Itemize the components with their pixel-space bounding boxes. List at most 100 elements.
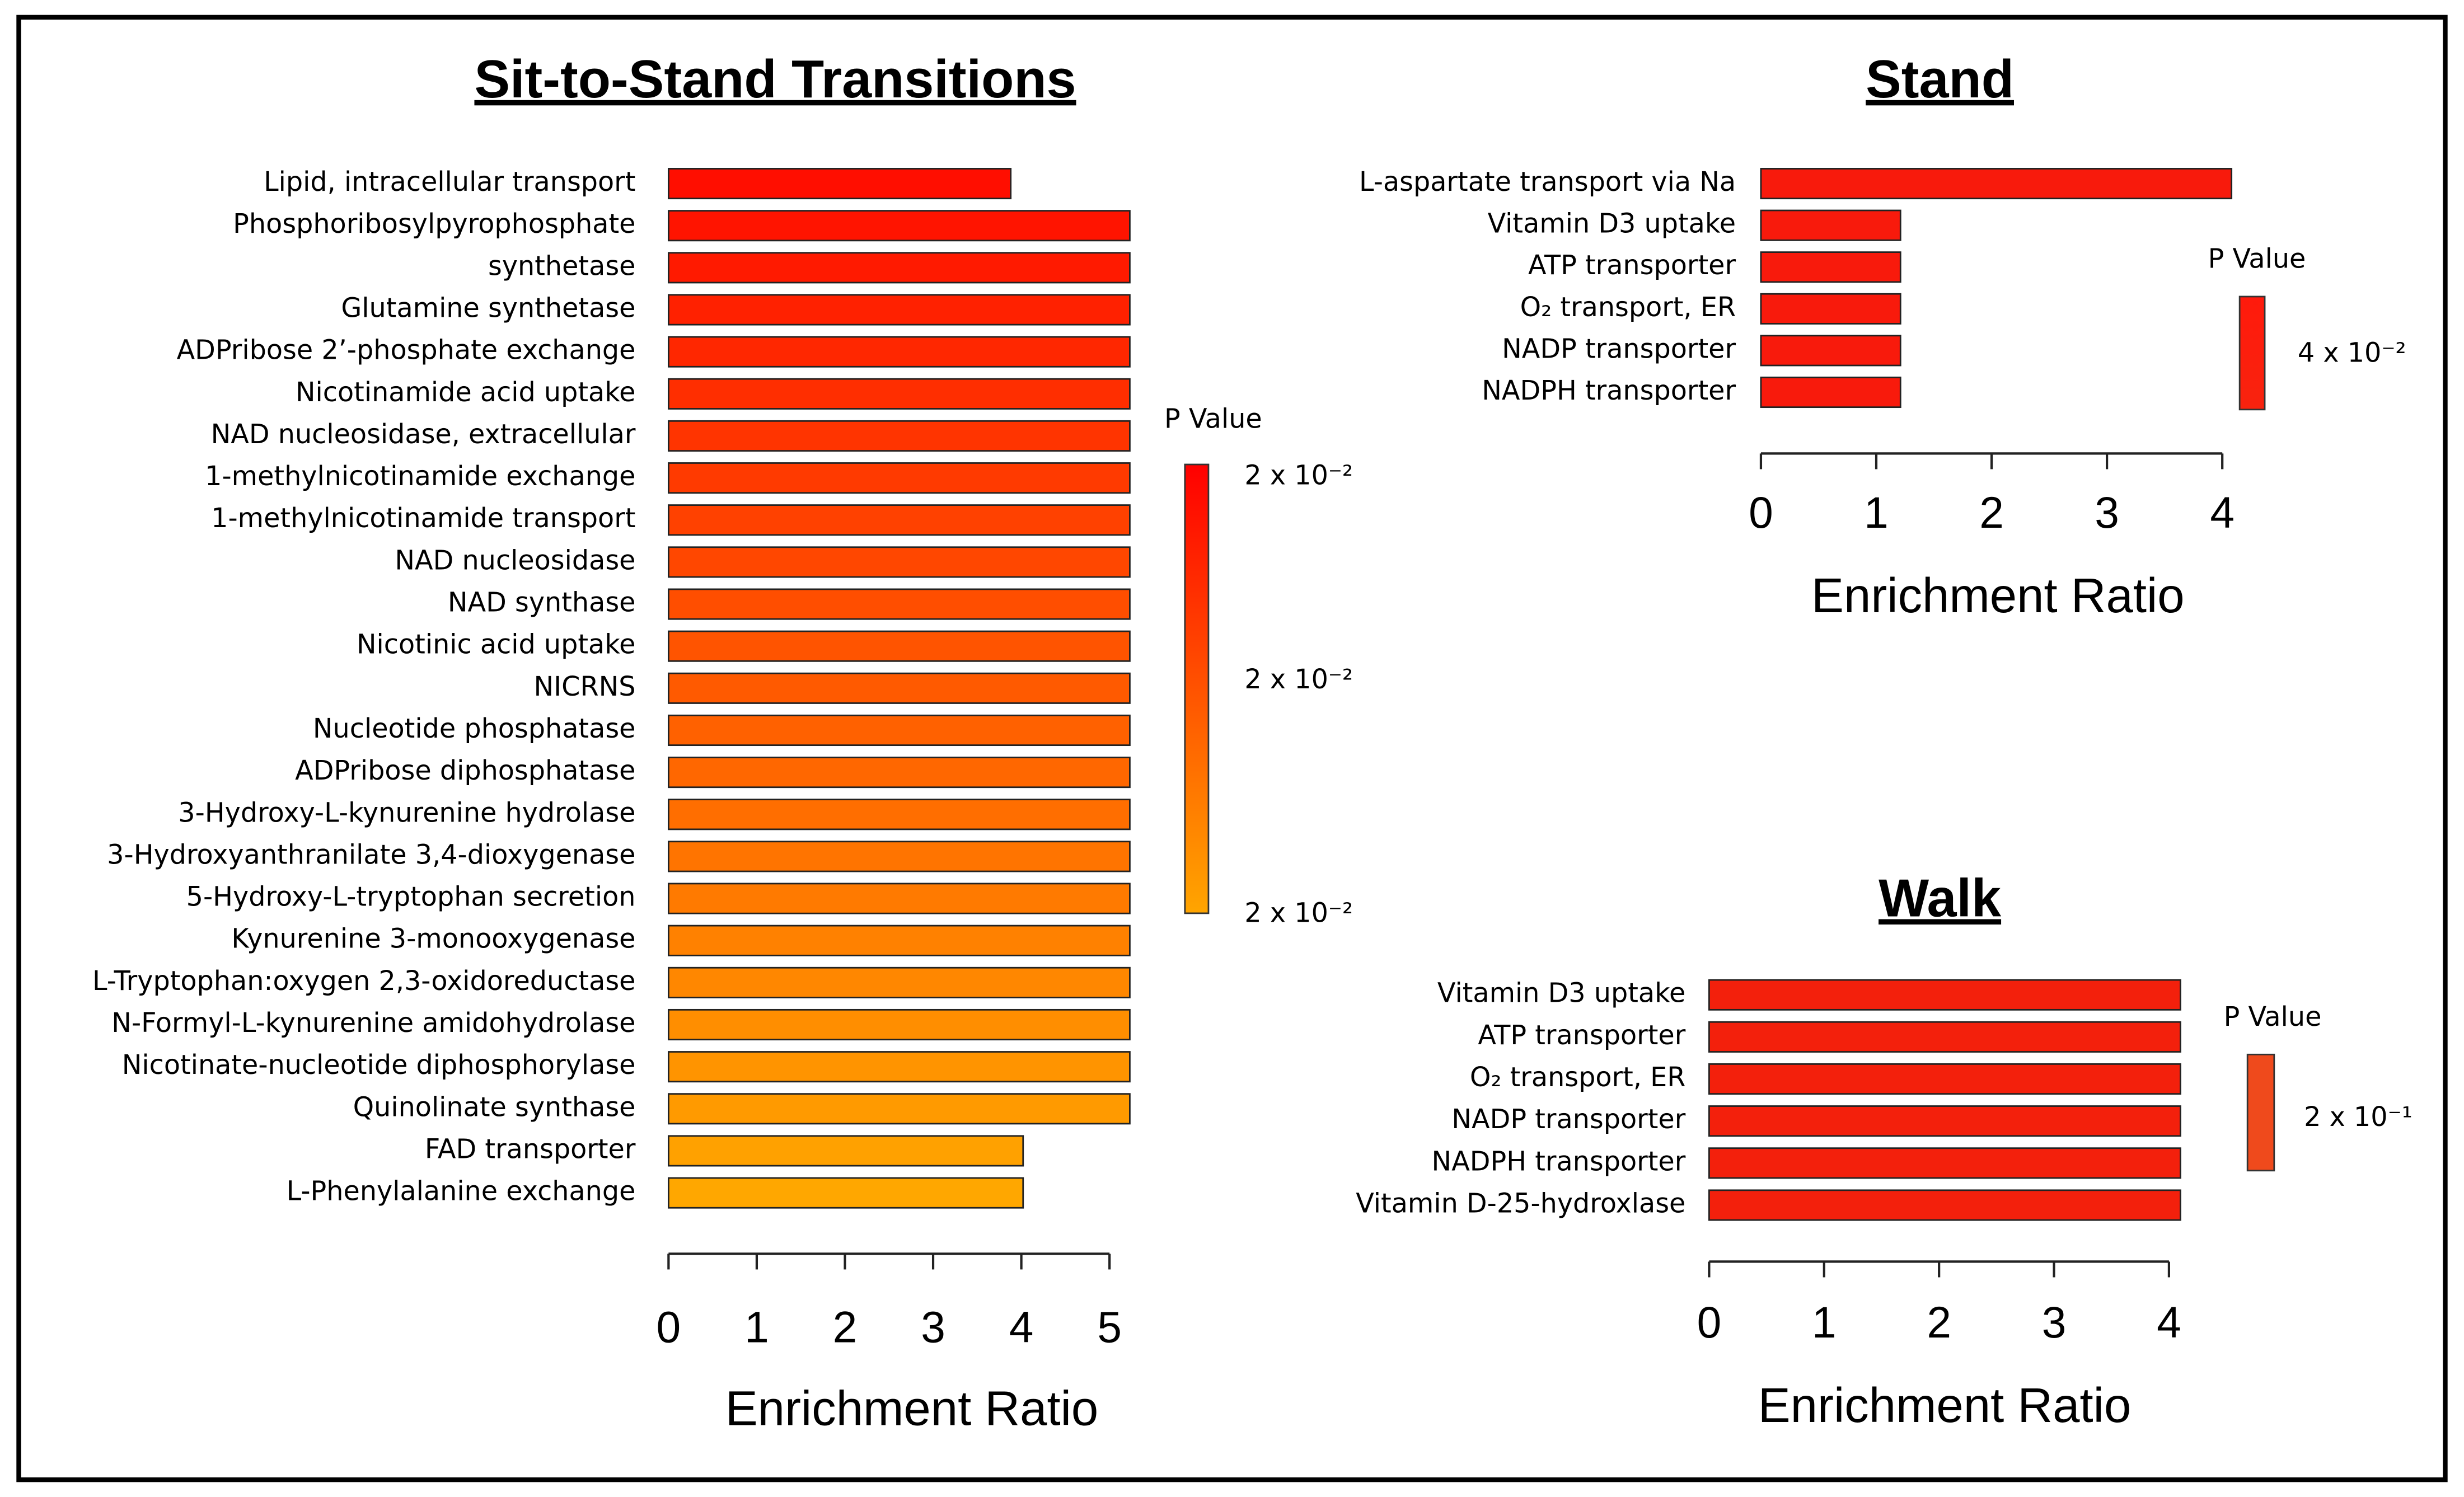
bar (667, 630, 1131, 662)
x-tick-label: 0 (1697, 1298, 1722, 1347)
category-label: Glutamine synthetase (341, 293, 635, 324)
bar (667, 966, 1131, 998)
category-label: ATP transporter (1478, 1020, 1685, 1051)
colorbar (2238, 295, 2266, 411)
bar (667, 210, 1131, 242)
bar (667, 420, 1131, 452)
category-label: Vitamin D3 uptake (1437, 978, 1685, 1009)
bar (667, 883, 1131, 914)
colorbar-label: 2 x 10⁻¹ (2304, 1102, 2413, 1133)
colorbar-label: 2 x 10⁻² (1244, 664, 1353, 695)
colorbar-title: P Value (2208, 243, 2306, 274)
bar (667, 1051, 1131, 1083)
x-tick-label: 3 (921, 1303, 945, 1352)
category-label: Kynurenine 3-monooxygenase (231, 924, 635, 955)
x-axis-label: Enrichment Ratio (1758, 1378, 2132, 1433)
category-label: ADPribose 2’-phosphate exchange (177, 335, 636, 366)
category-label: NAD synthase (448, 588, 636, 618)
x-tick-label: 0 (657, 1303, 681, 1352)
category-label: NADP transporter (1502, 334, 1736, 364)
bar (667, 714, 1131, 747)
category-label: Nicotinic acid uptake (357, 630, 636, 660)
category-label: NAD nucleosidase, extracellular (211, 419, 636, 450)
bar (1708, 1021, 2181, 1053)
category-label: Quinolinate synthase (353, 1092, 636, 1123)
x-tick-label: 2 (1979, 488, 2004, 537)
bar (667, 1008, 1131, 1041)
bar (667, 1093, 1131, 1125)
bar (667, 294, 1131, 326)
bar (1760, 168, 2233, 200)
bar (1708, 979, 2181, 1011)
category-label: Nicotinamide acid uptake (296, 377, 636, 408)
bar (1708, 1105, 2181, 1137)
bar (667, 546, 1131, 578)
category-label: L-aspartate transport via Na (1359, 167, 1736, 198)
x-tick-label: 2 (1927, 1298, 1951, 1347)
bar (667, 504, 1131, 536)
x-tick-label: 4 (1009, 1303, 1034, 1352)
bar (1760, 251, 1901, 283)
category-label: L-Tryptophan:oxygen 2,3-oxidoreductase (92, 966, 635, 997)
bar (667, 588, 1131, 620)
colorbar (2246, 1053, 2275, 1172)
bar (667, 378, 1131, 410)
x-tick-label: 3 (2095, 488, 2119, 537)
category-label: FAD transporter (425, 1134, 636, 1165)
category-label: L-Phenylalanine exchange (287, 1176, 636, 1207)
category-label: ADPribose diphosphatase (295, 755, 635, 786)
category-label: 3-Hydroxyanthranilate 3,4-dioxygenase (107, 839, 635, 870)
category-label: Vitamin D3 uptake (1488, 209, 1736, 240)
category-label: Lipid, intracellular transport (264, 167, 635, 198)
colorbar-title: P Value (2224, 1002, 2322, 1033)
x-axis-label: Enrichment Ratio (725, 1382, 1099, 1436)
bar (667, 672, 1131, 704)
bar (1760, 335, 1901, 367)
x-tick-label: 1 (744, 1303, 769, 1352)
category-label: ATP transporter (1528, 250, 1736, 281)
bar (1760, 376, 1901, 409)
colorbar-title: P Value (1164, 403, 1262, 434)
category-label: NADP transporter (1451, 1104, 1685, 1135)
bar (667, 168, 1012, 200)
bar (1708, 1063, 2181, 1095)
category-label: 1-methylnicotinamide exchange (205, 461, 635, 492)
frame (16, 15, 2448, 1482)
category-label: synthetase (488, 251, 635, 281)
x-tick-label: 1 (1812, 1298, 1837, 1347)
category-label: NAD nucleosidase (395, 545, 635, 576)
bar (1760, 293, 1901, 325)
x-tick-label: 3 (2042, 1298, 2067, 1347)
category-label: 3-Hydroxy-L-kynurenine hydrolase (178, 797, 635, 828)
x-tick-label: 4 (2157, 1298, 2181, 1347)
category-label: NICRNS (533, 672, 635, 702)
bar (667, 799, 1131, 830)
bar (1708, 1147, 2181, 1179)
chart-title: Sit-to-Stand Transitions (474, 50, 1076, 109)
category-label: 5-Hydroxy-L-tryptophan secretion (186, 882, 636, 913)
category-label: 1-methylnicotinamide transport (211, 503, 635, 534)
chart-title: Walk (1879, 869, 2002, 928)
bar (667, 336, 1131, 368)
x-axis-label: Enrichment Ratio (1811, 569, 2185, 623)
category-label: Nucleotide phosphatase (313, 714, 636, 744)
x-tick-label: 4 (2210, 488, 2235, 537)
bar (667, 757, 1131, 789)
x-tick-label: 0 (1749, 488, 1773, 537)
bar (667, 925, 1131, 956)
bar (667, 1177, 1024, 1209)
bar (1760, 209, 1901, 241)
colorbar-label: 4 x 10⁻² (2298, 338, 2406, 369)
category-label: NADPH transporter (1432, 1146, 1686, 1177)
colorbar-label: 2 x 10⁻² (1244, 898, 1353, 929)
category-label: O₂ transport, ER (1520, 292, 1736, 323)
bar (1708, 1189, 2181, 1221)
chart-title: Stand (1866, 50, 2014, 109)
x-tick-label: 1 (1864, 488, 1889, 537)
x-tick-label: 2 (833, 1303, 858, 1352)
bar (667, 462, 1131, 494)
bar (667, 252, 1131, 284)
category-label: N-Formyl-L-kynurenine amidohydrolase (111, 1008, 635, 1039)
bar (667, 1135, 1024, 1167)
